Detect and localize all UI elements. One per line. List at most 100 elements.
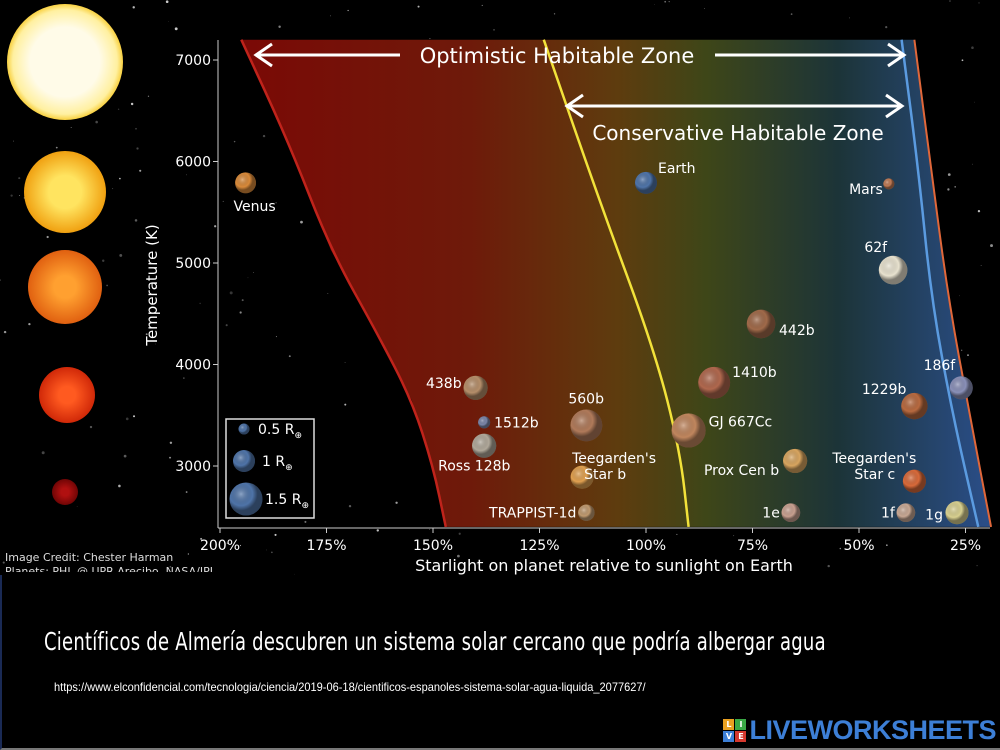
bg-star [222,200,224,202]
bg-star [348,504,352,508]
bg-star [239,544,242,547]
x-tick-label: 175% [306,538,346,554]
bg-star [971,46,974,49]
planet-label-line: 560b [568,391,604,407]
planet-label-line: 186f [924,358,957,374]
bg-star [239,311,242,314]
bg-star [376,529,379,532]
bg-star [28,323,31,326]
bg-star [253,272,254,274]
bg-star [643,539,644,541]
x-tick-label: 75% [737,538,768,554]
bg-star [961,59,964,62]
bg-star [102,259,105,262]
bg-star [119,253,123,257]
planet-1229b: 1229b [862,382,928,420]
planet-trappist-1d: TRAPPIST-1d [488,504,595,522]
bg-star [134,219,138,222]
star-yellow [24,151,106,233]
legend-subscript: ⊕ [285,463,293,473]
planet-label-line: 1229b [862,382,907,398]
bg-star [169,565,172,568]
bg-star [839,547,842,550]
bg-star [55,146,58,149]
planet-shading [783,448,808,474]
bg-star [125,417,129,421]
bg-star [275,336,277,338]
planet-label: 1f [881,506,896,522]
planet-1410b: 1410b [698,365,777,399]
optimistic-zone-arrow [253,42,907,68]
bg-star [225,324,228,327]
bg-star [493,29,495,31]
y-axis-label: Temperature (K) [143,224,161,346]
bg-star [118,484,121,488]
bg-star [344,362,346,363]
bg-star [233,140,236,143]
planet-shading [878,255,908,285]
planet-1e: 1e [762,503,801,523]
bg-star [300,220,303,224]
bg-star [135,127,137,130]
bg-star [980,265,982,266]
bg-star [169,441,173,445]
planet-label-line: Ross 128b [438,459,510,475]
bg-star [214,225,217,228]
planet-442b: 442b [746,309,815,339]
legend: 0.5 R⊕ 1 R⊕ 1.5 R⊕ [225,418,315,519]
bg-star [947,173,951,176]
bg-star [3,330,7,334]
x-tick-label: 200% [200,538,240,554]
bg-star [183,377,185,379]
legend-marker-shading [229,482,263,516]
bg-star [18,177,21,180]
bg-star [130,102,134,106]
bg-star [527,541,529,543]
planet-label: 1512b [494,415,539,431]
bg-star [288,355,291,358]
bg-star [133,415,136,418]
planet-prox-cen-b: Prox Cen b [704,448,808,479]
bg-star [169,456,172,459]
planet-venus: Venus [234,172,276,215]
bg-star [271,551,273,554]
star-dwarf [52,479,78,505]
planet-label: 438b [426,376,462,392]
bg-star [481,4,483,6]
bg-star [95,120,98,124]
bg-star [654,4,655,5]
bg-star [229,291,233,295]
bg-star [428,528,430,530]
x-tick-label: 25% [950,538,981,554]
planet-label-line: Star b [584,467,626,483]
bg-star [676,533,678,535]
source-url[interactable]: https://www.elconfidencial.com/tecnologi… [54,680,646,694]
bg-star [106,284,108,287]
bg-star [70,127,72,129]
bg-star [971,163,973,165]
planet-label: Teegarden's Star c [831,451,916,483]
bg-star [278,25,281,28]
bg-star [174,27,178,31]
planet-label-line: GJ 667Cc [709,414,773,430]
bg-star [733,535,735,537]
planet-label: 1229b [862,382,907,398]
planet-earth: Earth [635,161,696,194]
bg-star [275,202,277,204]
bg-star [187,553,189,555]
y-tick-label: 7000 [175,53,211,69]
bg-star [458,532,461,535]
planet-label: Earth [658,161,696,177]
legend-label: 0.5 R⊕ [258,422,302,441]
planet-label: TRAPPIST-1d [488,506,576,522]
bg-star [119,177,121,180]
conservative-outer-boundary [900,39,980,528]
planet-label-line: Venus [234,199,276,215]
bg-star [330,15,331,17]
conservative-zone-label: Conservative Habitable Zone [592,121,883,145]
bg-star [19,195,21,196]
planet-label-line: 1410b [732,365,777,381]
bg-star [117,108,120,110]
bg-star [976,564,978,567]
bg-star [123,454,127,458]
